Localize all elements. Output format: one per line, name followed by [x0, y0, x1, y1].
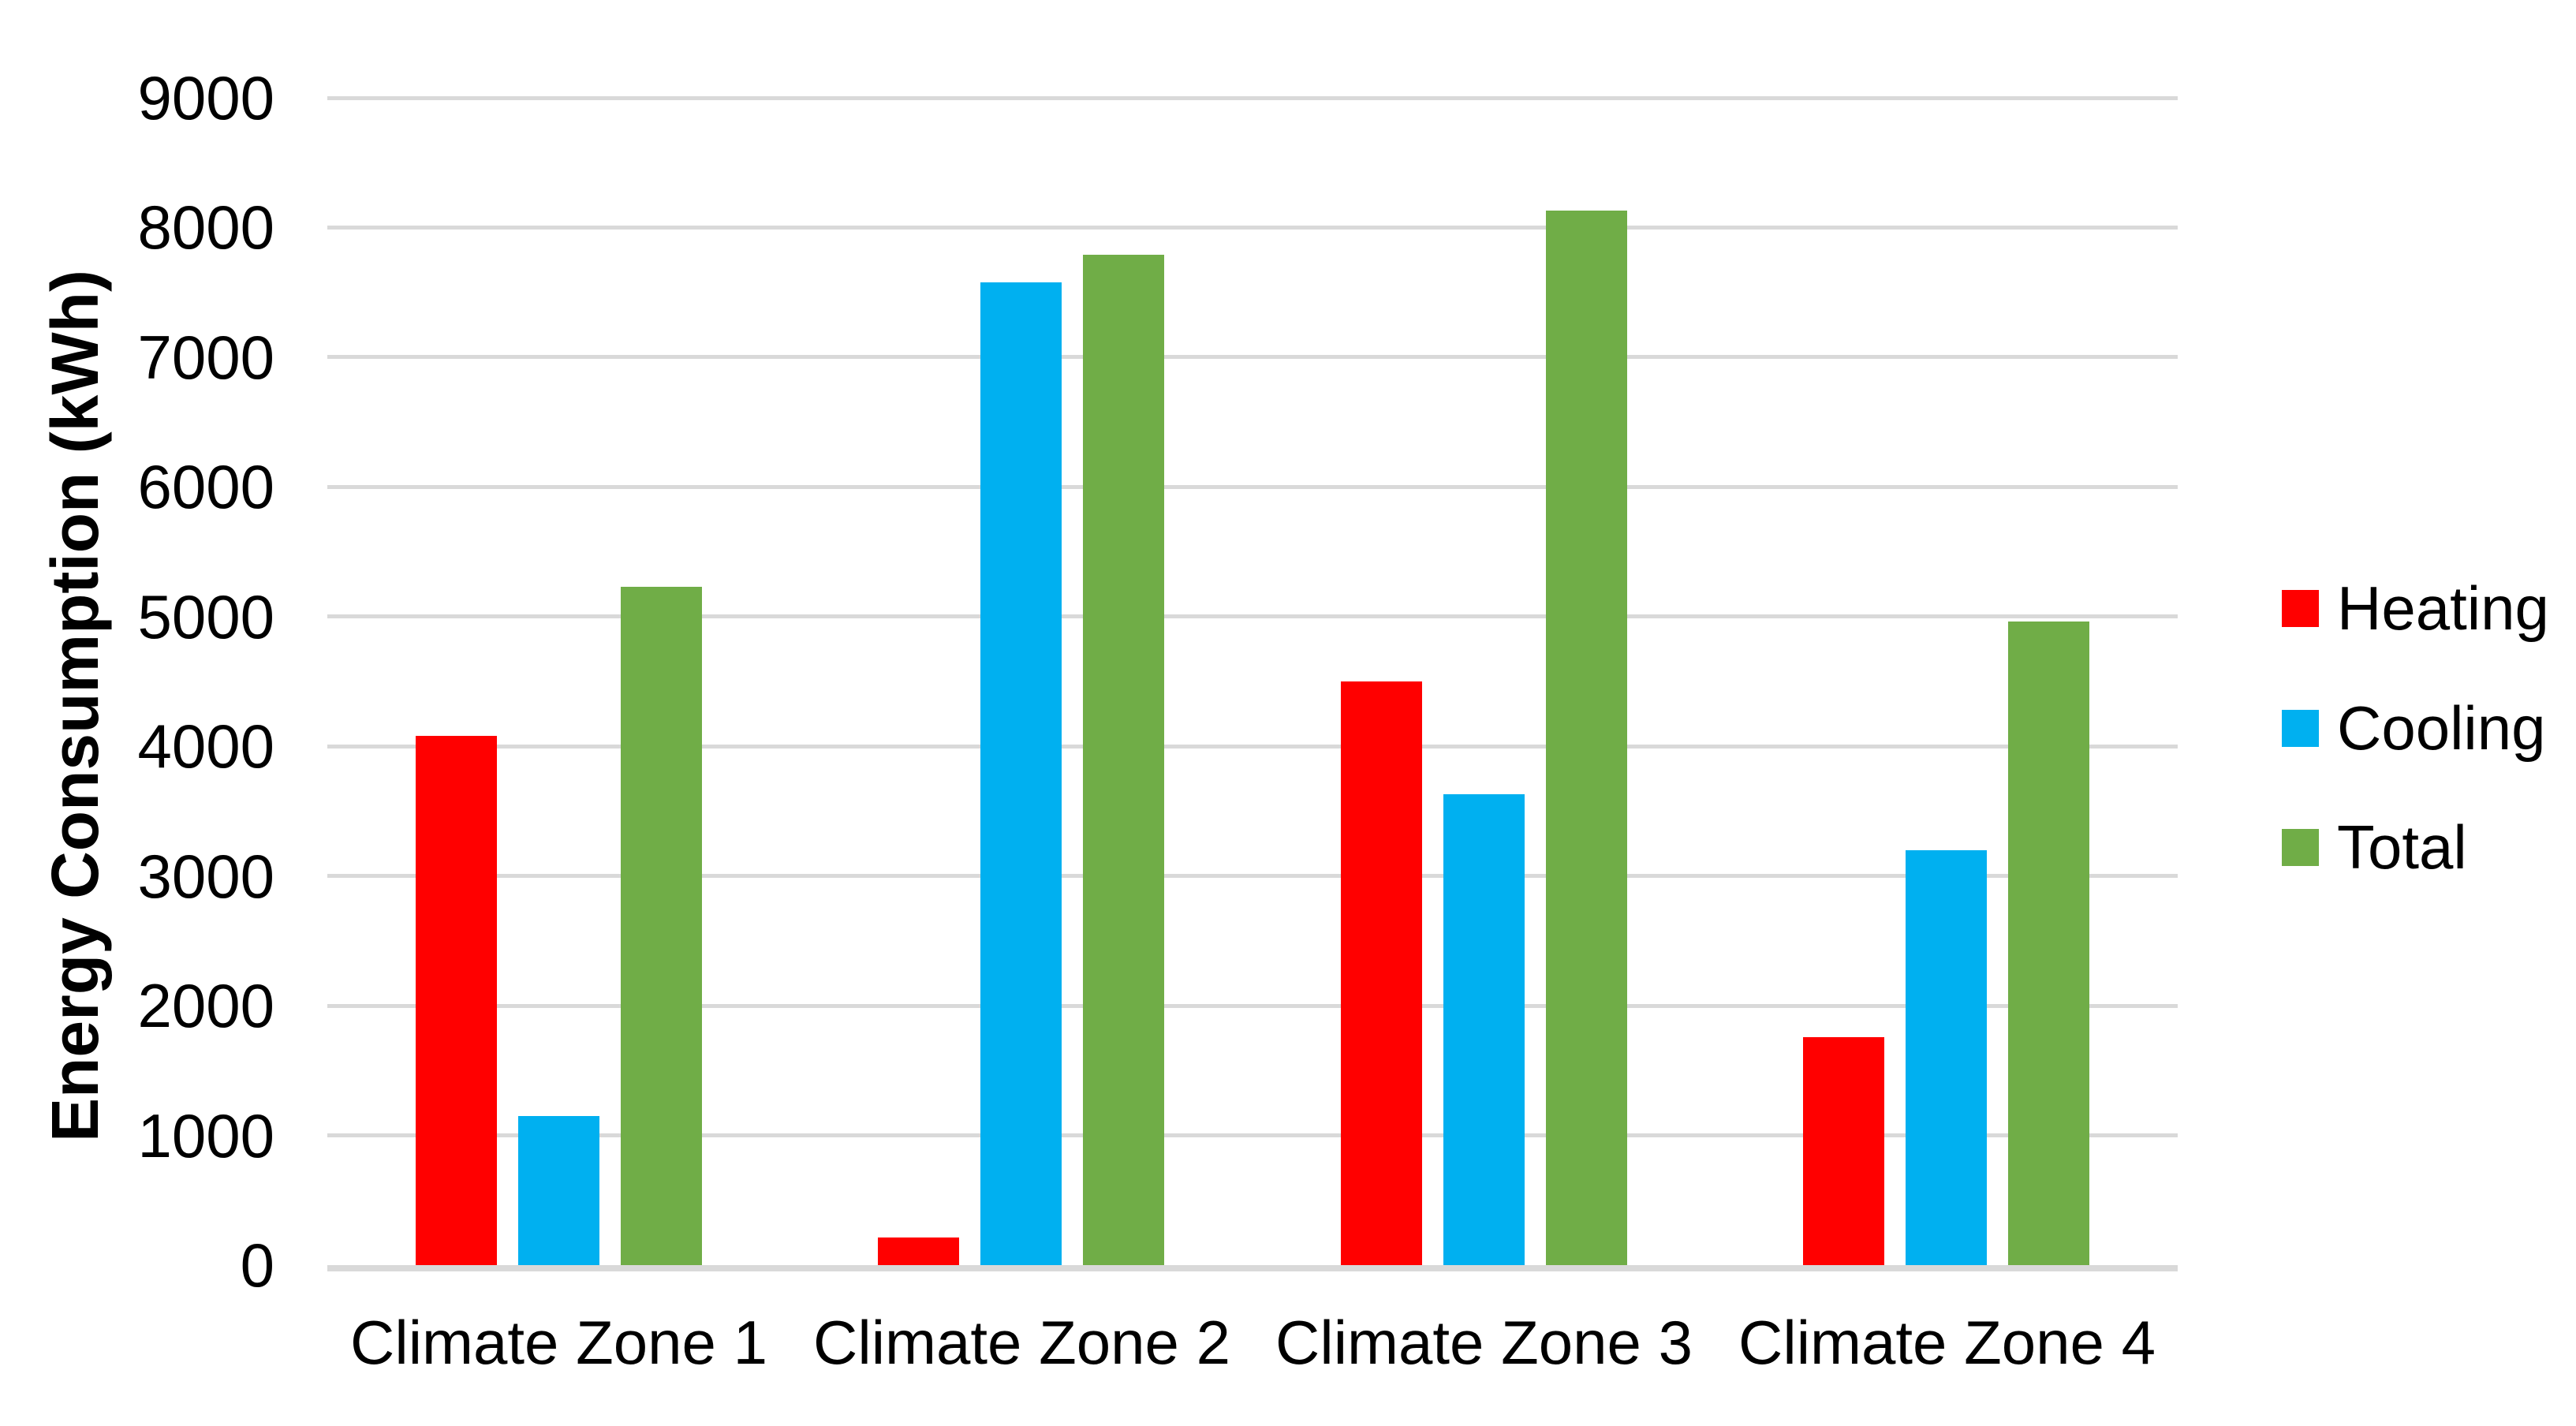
gridline: [327, 1004, 2178, 1008]
y-tick-label: 5000: [137, 582, 274, 651]
y-tick-label: 8000: [137, 192, 274, 262]
gridline: [327, 745, 2178, 748]
legend-item-cooling: Cooling: [2282, 697, 2546, 759]
legend-item-heating: Heating: [2282, 577, 2549, 639]
x-axis-label: Climate Zone 4: [1738, 1308, 2156, 1377]
bar-total-zone-1: [621, 587, 702, 1265]
bar-total-zone-2: [1083, 255, 1164, 1265]
gridline: [327, 96, 2178, 100]
legend-swatch-total-icon: [2282, 828, 2319, 866]
legend-swatch-cooling-icon: [2282, 709, 2319, 747]
gridline: [327, 355, 2178, 359]
bar-heating-zone-3: [1341, 681, 1422, 1265]
gridline: [327, 874, 2178, 878]
bar-total-zone-3: [1546, 211, 1627, 1265]
legend-label: Total: [2337, 812, 2467, 882]
gridline: [327, 485, 2178, 489]
y-tick-label: 0: [240, 1230, 274, 1300]
x-axis-label: Climate Zone 2: [813, 1308, 1230, 1377]
bar-total-zone-4: [2008, 622, 2089, 1265]
gridline: [327, 614, 2178, 618]
bar-cooling-zone-2: [980, 282, 1062, 1265]
gridline: [327, 1133, 2178, 1137]
y-tick-label: 7000: [137, 323, 274, 392]
x-axis-line: [327, 1265, 2178, 1271]
y-tick-label: 9000: [137, 63, 274, 133]
gridline: [327, 226, 2178, 230]
legend-item-total: Total: [2282, 816, 2467, 878]
bar-heating-zone-4: [1803, 1037, 1884, 1265]
bar-cooling-zone-4: [1906, 850, 1987, 1265]
bar-cooling-zone-3: [1443, 794, 1525, 1265]
legend-label: Cooling: [2337, 693, 2546, 763]
y-tick-label: 3000: [137, 842, 274, 911]
y-tick-label: 1000: [137, 1101, 274, 1170]
bar-heating-zone-1: [416, 736, 497, 1265]
bar-heating-zone-2: [878, 1237, 959, 1265]
y-tick-label: 6000: [137, 452, 274, 521]
legend-label: Heating: [2337, 573, 2549, 643]
x-axis-label: Climate Zone 1: [350, 1308, 767, 1377]
y-tick-label: 4000: [137, 711, 274, 781]
x-axis-label: Climate Zone 3: [1275, 1308, 1693, 1377]
bar-cooling-zone-1: [518, 1116, 599, 1265]
y-tick-label: 2000: [137, 971, 274, 1040]
legend-swatch-heating-icon: [2282, 589, 2319, 627]
